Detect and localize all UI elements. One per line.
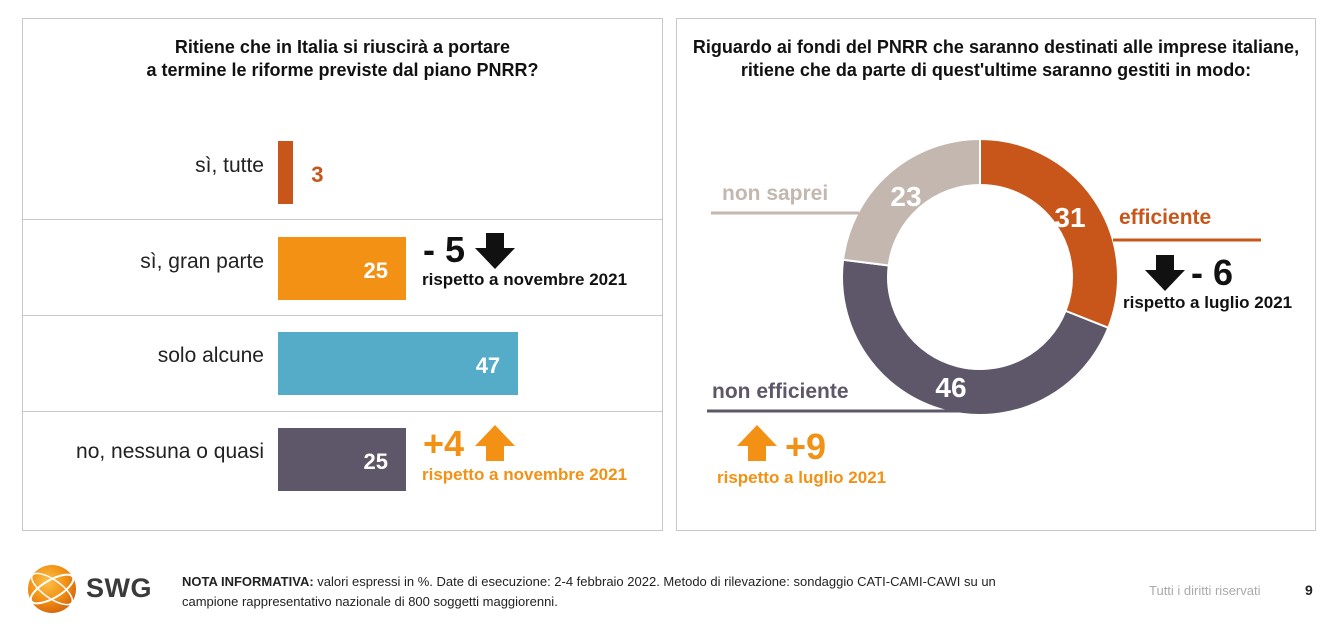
left-title-line2: a termine le riforme previste dal piano … xyxy=(146,60,539,80)
donut-chart: 31 46 23 efficiente non efficiente non s… xyxy=(707,137,1292,487)
row-separator xyxy=(23,411,662,412)
arrow-down-icon xyxy=(1145,255,1185,291)
footer-note: NOTA INFORMATIVA: valori espressi in %. … xyxy=(182,572,1082,612)
category-label-nessuna: no, nessuna o quasi xyxy=(76,440,264,463)
donut-slice-efficiente xyxy=(979,137,1119,330)
bar-value-si-gran-parte: 25 xyxy=(363,258,388,283)
change-value-gran-parte: - 5 xyxy=(423,229,466,270)
bar-si-tutte xyxy=(278,141,294,204)
donut-slice-non-saprei xyxy=(841,137,981,267)
row-separator xyxy=(23,315,662,316)
slice-value-non-saprei: 23 xyxy=(890,181,921,212)
bar-value-si-tutte: 3 xyxy=(311,162,324,187)
slice-label-non-efficiente: non efficiente xyxy=(712,380,849,403)
category-label-si-tutte: sì, tutte xyxy=(195,154,264,177)
right-chart-panel: Riguardo ai fondi del PNRR che saranno d… xyxy=(676,18,1316,531)
note-label: NOTA INFORMATIVA: xyxy=(182,574,314,589)
slice-value-non-efficiente: 46 xyxy=(935,372,966,403)
category-label-si-gran-parte: sì, gran parte xyxy=(140,250,264,273)
swg-logo-icon xyxy=(28,565,76,613)
swg-logo-text: SWG xyxy=(86,573,152,603)
right-title-line1: Riguardo ai fondi del PNRR che saranno d… xyxy=(692,37,1300,57)
left-title-line1: Ritiene che in Italia si riuscirà a port… xyxy=(174,37,511,57)
change-note-nessuna: rispetto a novembre 2021 xyxy=(422,465,628,484)
note-line1: valori espressi in %. Date di esecuzione… xyxy=(313,574,996,589)
bar-solo-alcune xyxy=(278,332,518,395)
right-chart-title: Riguardo ai fondi del PNRR che saranno d… xyxy=(687,36,1305,82)
slice-value-efficiente: 31 xyxy=(1054,202,1085,233)
right-title-line2: ritiene che da parte di quest'ultime sar… xyxy=(740,60,1252,80)
rights-text: Tutti i diritti riservati xyxy=(1149,583,1261,598)
change-note-non-efficiente: rispetto a luglio 2021 xyxy=(717,468,886,487)
change-note-gran-parte: rispetto a novembre 2021 xyxy=(422,270,628,289)
left-chart-title: Ritiene che in Italia si riuscirà a port… xyxy=(73,36,612,82)
note-line2: campione rappresentativo nazionale di 80… xyxy=(182,594,558,609)
bar-value-solo-alcune: 47 xyxy=(475,353,501,378)
change-note-efficiente: rispetto a luglio 2021 xyxy=(1123,293,1292,312)
slice-label-non-saprei: non saprei xyxy=(722,182,828,205)
arrow-down-icon xyxy=(475,233,515,269)
bar-nessuna xyxy=(278,428,406,491)
donut-slice-non-efficiente xyxy=(841,258,1110,416)
row-separator xyxy=(23,219,662,220)
bar-si-gran-parte xyxy=(278,237,406,300)
bar-value-nessuna: 25 xyxy=(363,449,388,474)
change-value-non-efficiente: +9 xyxy=(785,426,826,467)
page-number: 9 xyxy=(1305,582,1313,598)
category-label-solo-alcune: solo alcune xyxy=(157,344,264,367)
change-value-efficiente: - 6 xyxy=(1191,252,1233,293)
left-chart-panel: Ritiene che in Italia si riuscirà a port… xyxy=(22,18,663,531)
arrow-up-icon xyxy=(737,425,777,461)
change-value-nessuna: +4 xyxy=(423,423,465,464)
slice-label-efficiente: efficiente xyxy=(1119,206,1211,229)
arrow-up-icon xyxy=(475,425,515,461)
